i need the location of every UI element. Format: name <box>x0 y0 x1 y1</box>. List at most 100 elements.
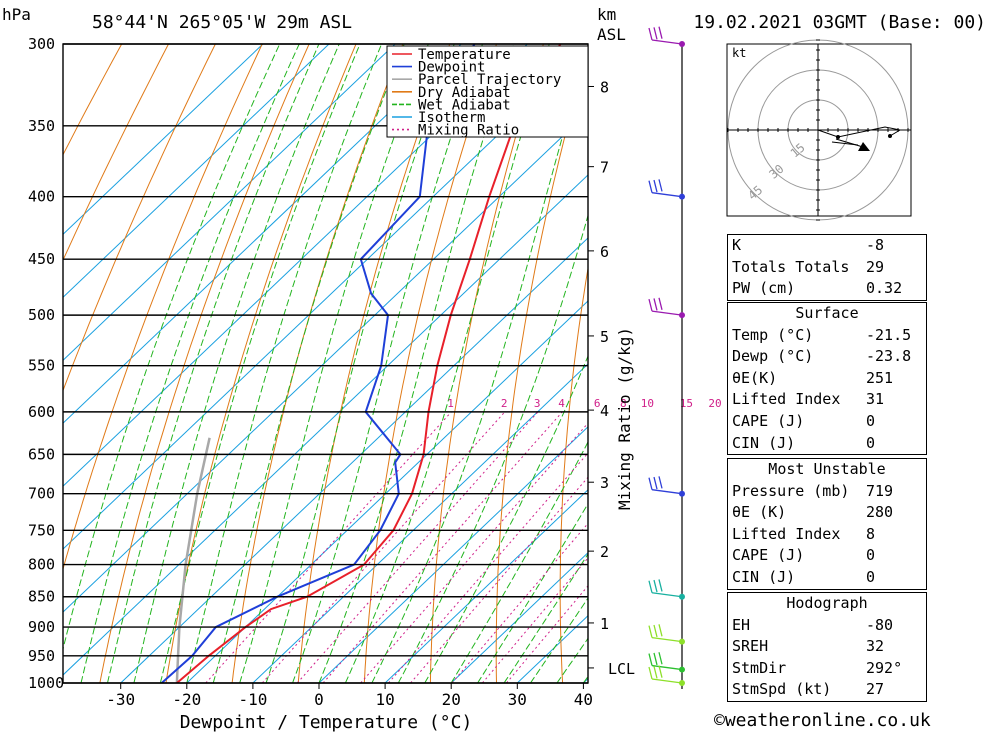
parcel-trajectory-line <box>175 437 211 683</box>
pressure-tick-label: 700 <box>28 485 55 503</box>
mixing-ratio-line <box>261 411 506 683</box>
indices-panel: K -8 Totals Totals 29 PW (cm) 0.32 <box>727 234 927 301</box>
pressure-tick-label: 900 <box>28 618 55 636</box>
surface-row: CAPE (J) 0 <box>728 411 926 433</box>
isotherm-line <box>120 237 588 683</box>
km-tick-label: LCL <box>608 660 635 678</box>
isotherm-line <box>384 489 588 683</box>
hodograph-stat-label: StmSpd (kt) <box>732 680 832 699</box>
x-tick-label: 40 <box>574 690 593 709</box>
hodograph-point <box>836 135 840 139</box>
hodograph-stat-value: -80 <box>866 615 894 634</box>
dry-adiabat-line <box>63 44 123 156</box>
most-unstable-panel: Most Unstable Pressure (mb) 719 θE (K) 280 Li… <box>727 458 927 590</box>
most-unstable-label: CAPE (J) <box>732 546 805 565</box>
wet-adiabat-line <box>186 44 383 683</box>
location-title: 58°44'N 265°05'W 29m ASL <box>92 12 352 33</box>
mixing-ratio-value-label: 20 <box>708 397 721 410</box>
surface-row: Temp (°C) -21.5 <box>728 325 926 347</box>
pressure-tick-label: 400 <box>28 188 55 206</box>
x-tick-label: 10 <box>375 690 394 709</box>
mixing-ratio-line <box>360 422 588 683</box>
km-tick-label: 3 <box>600 474 609 492</box>
wind-profile <box>648 26 685 689</box>
wet-adiabat-line <box>371 47 588 683</box>
index-value: 29 <box>866 257 885 276</box>
hodograph-stat-label: EH <box>732 615 751 634</box>
surface-label: Dewp (°C) <box>732 347 814 366</box>
surface-row: Lifted Index 31 <box>728 389 926 411</box>
wind-barb <box>651 310 683 316</box>
pressure-tick-label: 500 <box>28 306 55 324</box>
pressure-tick-label: 450 <box>28 250 55 268</box>
index-label: Totals Totals <box>732 257 850 276</box>
mixing-ratio-line <box>482 557 588 683</box>
pressure-tick-label: 550 <box>28 357 55 375</box>
wet-adiabat-line <box>344 44 550 683</box>
storm-motion-arrowhead <box>858 142 870 151</box>
datetime-title: 19.02.2021 03GMT (Base: 00) <box>693 12 986 33</box>
most-unstable-value: 280 <box>866 503 894 522</box>
mixing-ratio-axis-label: Mixing Ratio (g/kg) <box>615 327 634 510</box>
surface-label: Lifted Index <box>732 390 841 409</box>
hodograph-stat-label: SREH <box>732 637 769 656</box>
wind-barb <box>651 664 683 671</box>
most-unstable-value: 0 <box>866 567 876 586</box>
wet-adiabat-line <box>212 44 405 683</box>
mixing-ratio-value-label: 2 <box>501 397 508 410</box>
hodograph-stat-value: 292° <box>866 658 903 677</box>
wind-barb <box>651 39 683 45</box>
most-unstable-label: Pressure (mb) <box>732 481 850 500</box>
surface-value: 0 <box>866 411 876 430</box>
wet-adiabat-line <box>239 44 429 683</box>
index-label: K <box>732 236 742 254</box>
legend-entry-label: Wet Adiabat <box>418 97 511 113</box>
copyright-text: ©weatheronline.co.uk <box>714 710 931 731</box>
pressure-tick-label: 850 <box>28 588 55 606</box>
isotherm-line <box>63 44 264 236</box>
km-tick-label: 6 <box>600 243 609 261</box>
pressure-unit-label: hPa <box>2 5 31 24</box>
dry-adiabat-line <box>63 44 170 262</box>
pressure-tick-label: 950 <box>28 647 55 665</box>
surface-title: Surface <box>795 304 859 322</box>
wind-barb <box>651 592 683 598</box>
most-unstable-row: Lifted Index 8 <box>728 524 926 546</box>
hodograph-stat-label: StmDir <box>732 658 787 677</box>
wind-barb <box>651 678 683 684</box>
dry-adiabat-line <box>957 26 1000 683</box>
index-label: PW (cm) <box>732 279 796 298</box>
dry-adiabat-line <box>297 44 451 683</box>
surface-value: 0 <box>866 433 876 452</box>
mixing-ratio-value-label: 1 <box>447 397 454 410</box>
hodograph-stat-row: EH -80 <box>728 615 926 637</box>
mixing-ratio-line <box>451 522 588 683</box>
pressure-tick-label: 750 <box>28 521 55 539</box>
plot-area <box>63 26 1000 683</box>
surface-label: θE(K) <box>732 368 778 387</box>
temperature-line <box>176 44 562 683</box>
surface-value: 31 <box>866 390 885 409</box>
dry-adiabat-line <box>559 265 588 683</box>
surface-row: CIN (J) 0 <box>728 433 926 455</box>
mixing-ratio-value-label: 6 <box>594 397 601 410</box>
most-unstable-label: Lifted Index <box>732 524 841 543</box>
wet-adiabat-line <box>133 44 340 683</box>
plot-frame <box>62 43 589 684</box>
wind-barb <box>651 192 683 198</box>
wet-adiabat-line <box>530 597 588 683</box>
most-unstable-row: θE (K) 280 <box>728 502 926 524</box>
isotherm-line <box>450 552 588 683</box>
index-value: -8 <box>866 236 885 254</box>
dry-adiabat-line <box>99 44 310 683</box>
pressure-tick-label: 650 <box>28 445 55 463</box>
legend-entry-label: Dewpoint <box>418 60 485 76</box>
x-tick-label: -30 <box>106 690 135 709</box>
pressure-tick-label: 1000 <box>28 674 64 692</box>
wet-adiabat-line <box>63 44 281 652</box>
mixing-ratio-line <box>322 411 563 683</box>
isotherm-line <box>318 426 588 683</box>
wet-adiabat-line <box>265 44 455 683</box>
